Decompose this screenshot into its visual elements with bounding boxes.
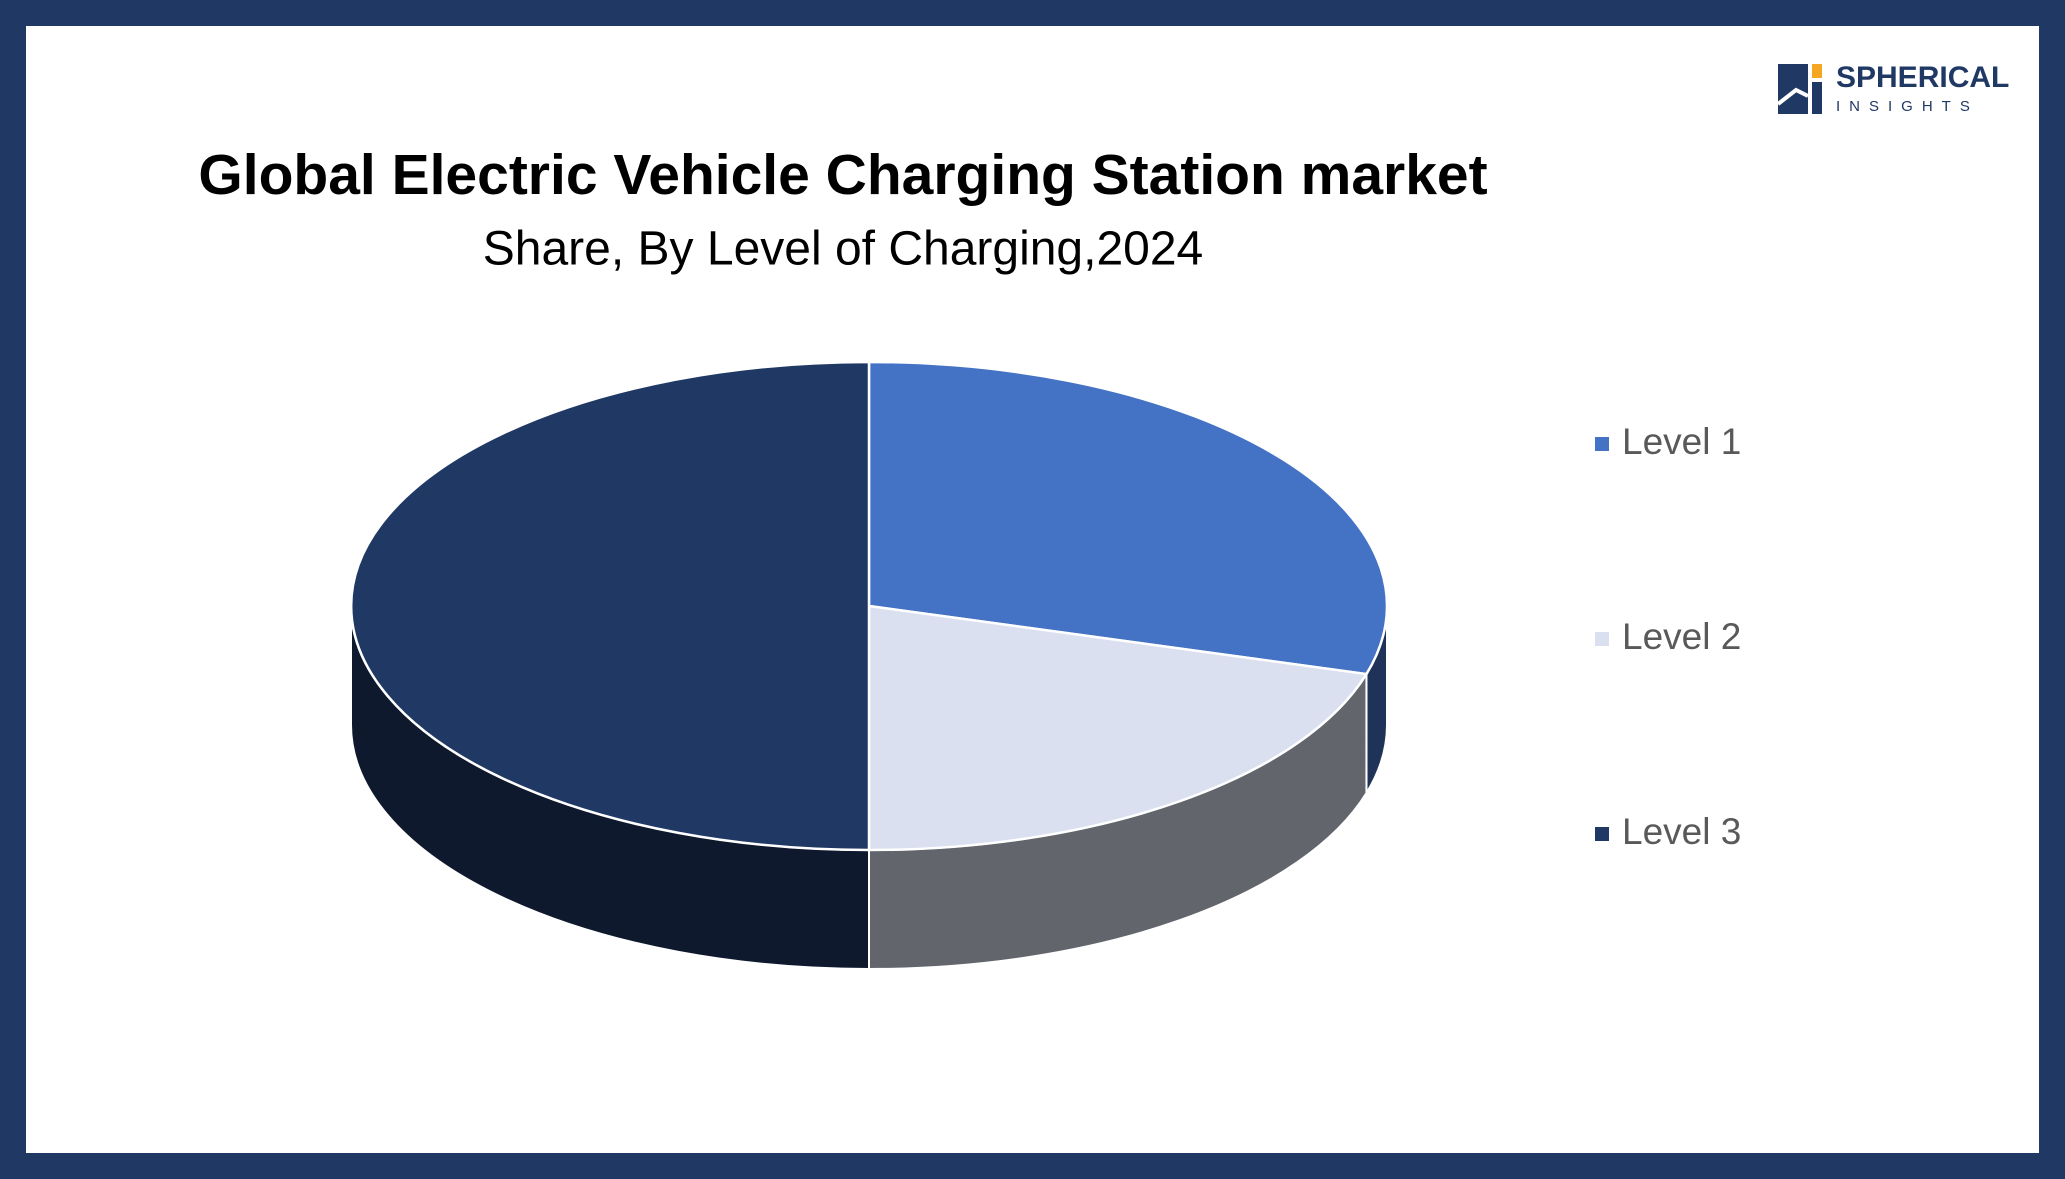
legend-label: Level 2 <box>1622 616 1741 657</box>
chart-subtitle: Share, By Level of Charging,2024 <box>483 223 1203 276</box>
legend-label: Level 3 <box>1622 811 1741 852</box>
logo-icon <box>1778 64 1808 114</box>
logo-tagline: INSIGHTS <box>1836 98 1979 115</box>
pie-slice <box>349 360 871 852</box>
pie-slice <box>867 360 1389 676</box>
logo-name: SPHERICAL <box>1836 61 2009 94</box>
logo: SPHERICAL INSIGHTS <box>1776 61 2009 115</box>
legend-label: Level 1 <box>1622 421 1741 462</box>
chart-title: Global Electric Vehicle Charging Station… <box>198 143 1487 207</box>
legend-swatch <box>1595 827 1609 841</box>
logo-icon-line <box>1776 87 1809 106</box>
legend-swatch <box>1595 437 1609 451</box>
pie-slice <box>867 604 1369 852</box>
logo-icon-bar <box>1812 82 1822 114</box>
legend-swatch <box>1595 632 1609 646</box>
logo-icon-accent <box>1812 64 1822 78</box>
